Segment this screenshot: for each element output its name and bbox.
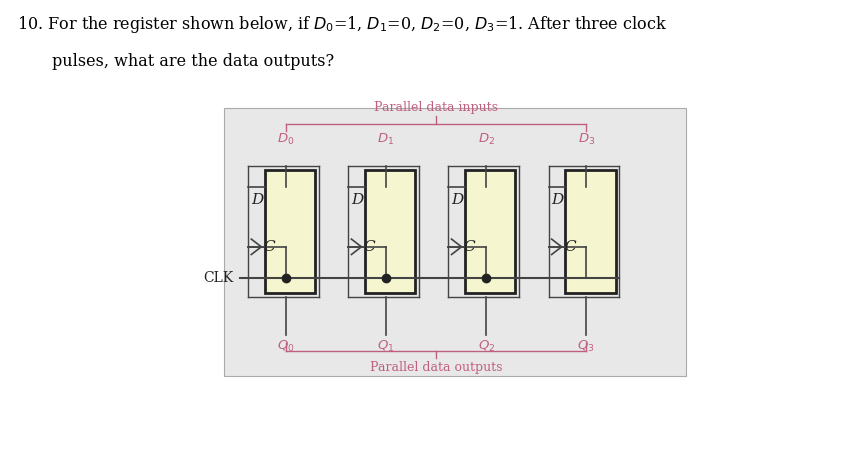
Text: C: C [263,240,275,254]
Text: D: D [352,193,364,207]
Text: $Q_0$: $Q_0$ [277,339,294,354]
Text: D: D [251,193,263,207]
Bar [565,170,616,293]
Bar [224,108,687,376]
Text: $D_0$: $D_0$ [277,132,294,147]
Bar [265,170,315,293]
Text: C: C [364,240,375,254]
Text: $D_1$: $D_1$ [378,132,395,147]
Text: D: D [451,193,464,207]
Text: 10. For the register shown below, if $D_0$=1, $D_1$=0, $D_2$=0, $D_3$=1. After t: 10. For the register shown below, if $D_… [17,14,668,35]
Text: $D_3$: $D_3$ [578,132,595,147]
Text: $Q_2$: $Q_2$ [477,339,494,354]
Text: pulses, what are the data outputs?: pulses, what are the data outputs? [52,53,334,70]
Text: D: D [552,193,564,207]
Text: $Q_3$: $Q_3$ [578,339,595,354]
Text: $Q_1$: $Q_1$ [378,339,395,354]
Bar [465,170,515,293]
Bar [365,170,416,293]
Text: $D_2$: $D_2$ [478,132,494,147]
Text: C: C [464,240,475,254]
Text: Parallel data inputs: Parallel data inputs [374,101,498,113]
Text: CLK: CLK [204,271,234,285]
Text: Parallel data outputs: Parallel data outputs [370,361,502,374]
Text: C: C [564,240,576,254]
